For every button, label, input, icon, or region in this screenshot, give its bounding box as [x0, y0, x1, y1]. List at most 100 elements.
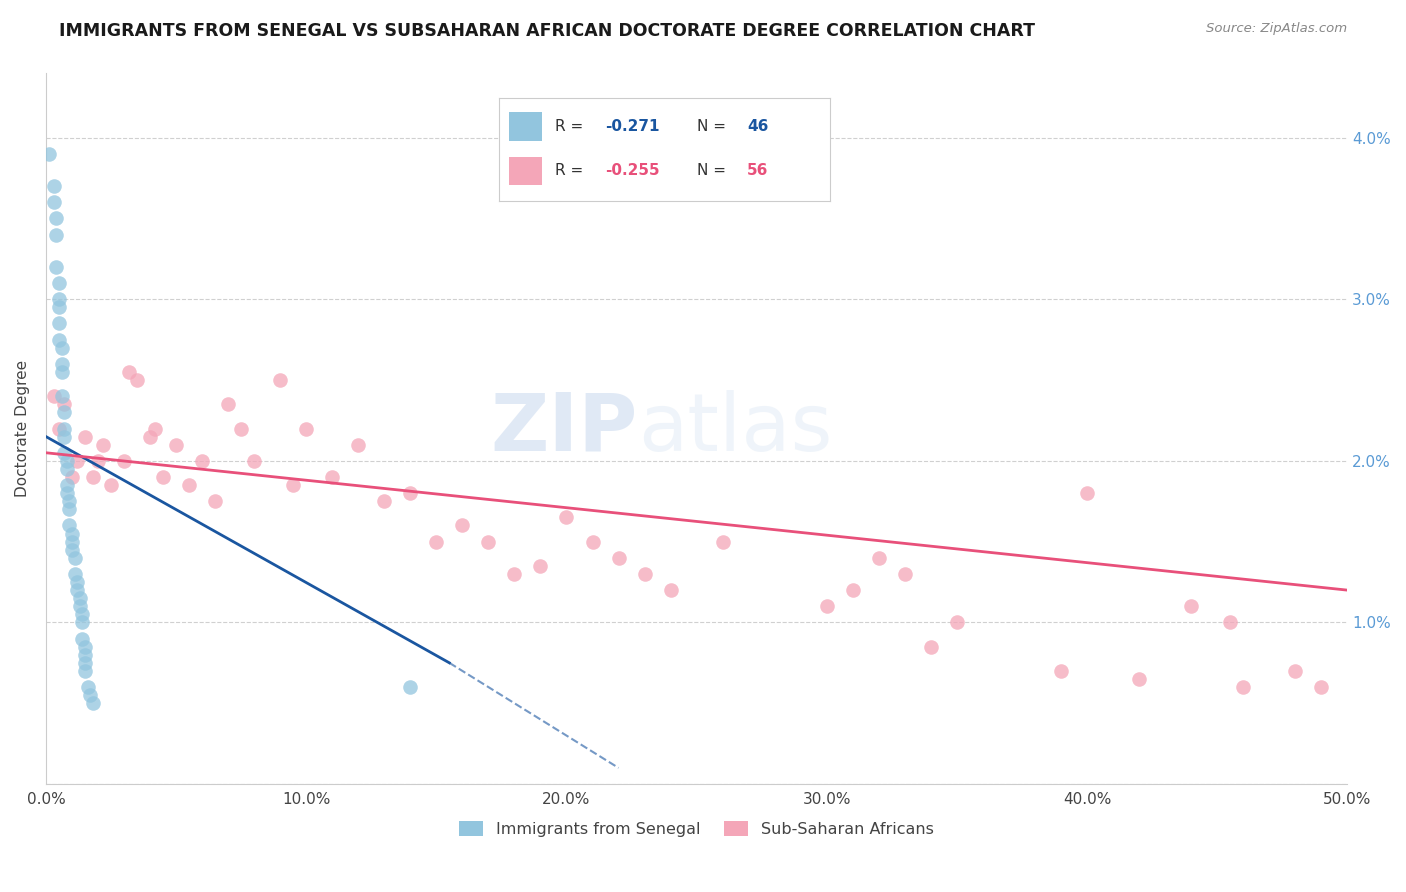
Y-axis label: Doctorate Degree: Doctorate Degree	[15, 360, 30, 497]
Point	[66, 583, 89, 598]
Point	[1310, 680, 1333, 694]
Point	[143, 421, 166, 435]
Point	[125, 373, 148, 387]
Point	[204, 494, 226, 508]
Point	[72, 615, 94, 630]
Point	[399, 486, 422, 500]
Point	[1219, 615, 1241, 630]
Point	[529, 558, 551, 573]
Point	[165, 438, 187, 452]
Point	[1050, 664, 1073, 678]
Point	[347, 438, 370, 452]
Point	[1232, 680, 1254, 694]
Point	[63, 566, 86, 581]
Point	[295, 421, 318, 435]
Point	[100, 478, 122, 492]
Point	[373, 494, 395, 508]
Point	[555, 510, 578, 524]
Point	[38, 146, 60, 161]
Text: N =: N =	[697, 120, 727, 135]
Point	[51, 365, 73, 379]
Point	[53, 397, 76, 411]
Point	[87, 454, 110, 468]
Text: N =: N =	[697, 163, 727, 178]
Point	[79, 688, 101, 702]
Text: 56: 56	[747, 163, 768, 178]
Point	[139, 429, 162, 443]
Point	[91, 438, 114, 452]
Point	[503, 566, 526, 581]
Point	[48, 333, 70, 347]
Point	[73, 648, 96, 662]
Point	[60, 542, 83, 557]
Point	[56, 462, 79, 476]
Point	[66, 454, 89, 468]
Point	[243, 454, 266, 468]
Point	[53, 421, 76, 435]
Point	[48, 301, 70, 315]
Point	[48, 317, 70, 331]
Point	[868, 550, 890, 565]
Point	[321, 470, 343, 484]
Point	[53, 446, 76, 460]
Point	[425, 534, 447, 549]
Point	[607, 550, 630, 565]
Point	[72, 607, 94, 622]
Text: atlas: atlas	[638, 390, 832, 467]
Point	[69, 599, 91, 614]
Point	[399, 680, 422, 694]
Point	[72, 632, 94, 646]
Bar	[509, 157, 543, 186]
Point	[920, 640, 942, 654]
Point	[659, 583, 682, 598]
Point	[56, 454, 79, 468]
Point	[45, 227, 67, 242]
Point	[581, 534, 603, 549]
Bar	[509, 112, 543, 141]
Point	[58, 518, 80, 533]
Point	[711, 534, 734, 549]
Point	[42, 179, 65, 194]
Point	[73, 656, 96, 670]
Text: -0.255: -0.255	[605, 163, 659, 178]
Point	[42, 195, 65, 210]
Text: IMMIGRANTS FROM SENEGAL VS SUBSAHARAN AFRICAN DOCTORATE DEGREE CORRELATION CHART: IMMIGRANTS FROM SENEGAL VS SUBSAHARAN AF…	[59, 22, 1035, 40]
Point	[69, 591, 91, 606]
Point	[191, 454, 214, 468]
Point	[53, 405, 76, 419]
Point	[1180, 599, 1202, 614]
Point	[451, 518, 474, 533]
Point	[76, 680, 98, 694]
Point	[477, 534, 499, 549]
Point	[45, 260, 67, 274]
Point	[118, 365, 141, 379]
Point	[42, 389, 65, 403]
Point	[946, 615, 969, 630]
Point	[737, 179, 759, 194]
Point	[63, 550, 86, 565]
Point	[48, 421, 70, 435]
Point	[56, 486, 79, 500]
Point	[51, 389, 73, 403]
Point	[82, 696, 104, 710]
Point	[283, 478, 305, 492]
Point	[73, 640, 96, 654]
Text: R =: R =	[555, 163, 583, 178]
Point	[48, 292, 70, 306]
Point	[60, 534, 83, 549]
Point	[58, 494, 80, 508]
Point	[73, 429, 96, 443]
Point	[1284, 664, 1306, 678]
Point	[152, 470, 174, 484]
Point	[894, 566, 917, 581]
Text: Source: ZipAtlas.com: Source: ZipAtlas.com	[1206, 22, 1347, 36]
Point	[1076, 486, 1098, 500]
Point	[51, 357, 73, 371]
Point	[56, 478, 79, 492]
Point	[60, 470, 83, 484]
Point	[45, 211, 67, 226]
Point	[231, 421, 253, 435]
Point	[53, 429, 76, 443]
Point	[1128, 672, 1150, 686]
Point	[51, 341, 73, 355]
